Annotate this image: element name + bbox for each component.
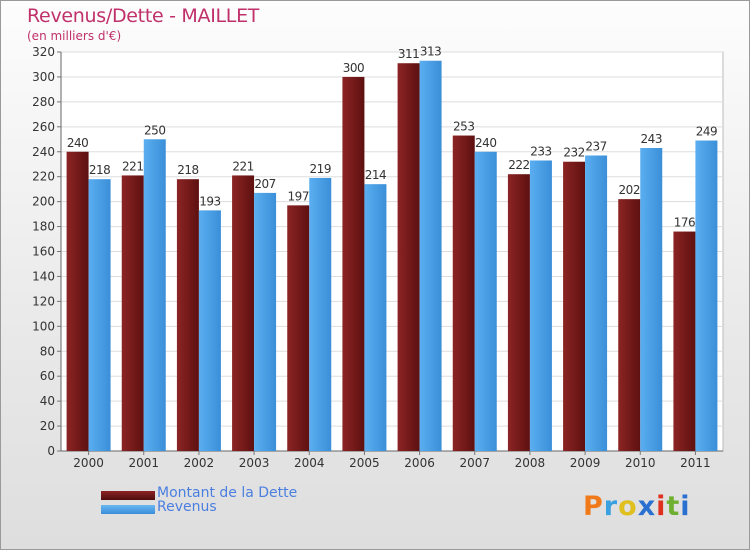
x-tick-label: 2010 xyxy=(625,456,656,470)
x-tick-label: 2011 xyxy=(680,456,711,470)
logo-letter: i xyxy=(656,491,667,522)
y-tick-label: 0 xyxy=(47,444,55,458)
y-tick-label: 320 xyxy=(32,45,55,59)
data-label: 237 xyxy=(585,139,606,153)
x-tick-label: 2002 xyxy=(184,456,215,470)
data-label: 219 xyxy=(310,162,331,176)
y-tick-label: 140 xyxy=(32,269,55,283)
y-tick-label: 240 xyxy=(32,145,55,159)
x-tick-label: 2004 xyxy=(294,456,325,470)
y-tick-label: 60 xyxy=(40,369,55,383)
data-label: 311 xyxy=(398,47,419,61)
legend-swatch-debt xyxy=(101,491,155,500)
x-tick-label: 2000 xyxy=(73,456,104,470)
bar-revenue xyxy=(364,184,387,451)
y-tick-label: 300 xyxy=(32,70,55,84)
x-tick-label: 2001 xyxy=(128,456,159,470)
bar-revenue xyxy=(640,148,663,451)
y-tick-label: 100 xyxy=(32,319,55,333)
y-tick-label: 180 xyxy=(32,220,55,234)
data-label: 202 xyxy=(619,183,640,197)
data-label: 243 xyxy=(641,132,662,146)
y-tick-label: 20 xyxy=(40,419,55,433)
data-label: 313 xyxy=(420,45,441,59)
x-tick-label: 2003 xyxy=(239,456,270,470)
bar-revenue xyxy=(198,210,221,451)
data-label: 250 xyxy=(144,123,165,137)
legend-label-revenue: Revenus xyxy=(157,499,217,515)
bar-debt xyxy=(176,179,199,451)
bar-revenue xyxy=(254,192,277,451)
bar-revenue xyxy=(529,160,552,451)
logo-letter: r xyxy=(603,491,619,522)
logo-letter: P xyxy=(583,491,604,522)
logo-letter: t xyxy=(666,491,681,522)
legend-label-debt: Montant de la Dette xyxy=(157,485,298,501)
y-tick-label: 80 xyxy=(40,344,55,358)
y-tick-label: 40 xyxy=(40,394,55,408)
bar-debt xyxy=(66,151,89,451)
x-tick-label: 2007 xyxy=(459,456,490,470)
logo-letter: x xyxy=(637,491,657,522)
data-label: 221 xyxy=(122,159,143,173)
chart-subtitle: (en milliers d'€) xyxy=(27,29,122,43)
data-label: 240 xyxy=(67,136,88,150)
x-tick-label: 2008 xyxy=(515,456,546,470)
bar-debt xyxy=(287,205,310,451)
bar-revenue xyxy=(585,155,608,451)
data-label: 218 xyxy=(177,163,198,177)
bar-debt xyxy=(452,135,475,451)
bar-revenue xyxy=(695,140,718,451)
data-label: 253 xyxy=(453,120,474,134)
bar-debt xyxy=(342,76,365,451)
data-label: 232 xyxy=(563,146,584,160)
data-label: 233 xyxy=(530,144,551,158)
legend-swatch-revenue xyxy=(101,505,155,514)
bar-revenue xyxy=(309,177,332,451)
bar-debt xyxy=(397,63,420,452)
y-tick-label: 260 xyxy=(32,120,55,134)
data-label: 249 xyxy=(696,125,717,139)
data-label: 207 xyxy=(254,177,275,191)
logo-letter: o xyxy=(618,491,638,522)
bar-debt xyxy=(507,174,530,451)
y-tick-label: 220 xyxy=(32,170,55,184)
x-tick-label: 2009 xyxy=(570,456,601,470)
proxiti-logo: Proxiti xyxy=(583,491,691,522)
bar-debt xyxy=(618,199,641,451)
x-tick-label: 2005 xyxy=(349,456,380,470)
data-label: 214 xyxy=(365,168,386,182)
bar-debt xyxy=(673,231,696,451)
data-label: 197 xyxy=(288,189,309,203)
bar-revenue xyxy=(419,60,442,452)
bar-debt xyxy=(232,175,255,452)
y-tick-label: 200 xyxy=(32,195,55,209)
bar-debt xyxy=(121,175,144,452)
data-label: 240 xyxy=(475,136,496,150)
data-label: 222 xyxy=(508,158,529,172)
chart-title: Revenus/Dette - MAILLET xyxy=(27,5,260,27)
data-label: 176 xyxy=(674,216,695,230)
logo-letter: i xyxy=(680,491,691,522)
data-label: 300 xyxy=(343,61,364,75)
data-label: 218 xyxy=(89,163,110,177)
data-label: 221 xyxy=(232,159,253,173)
y-tick-label: 120 xyxy=(32,294,55,308)
bar-debt xyxy=(563,161,586,451)
bar-revenue xyxy=(88,179,111,451)
y-tick-label: 280 xyxy=(32,95,55,109)
y-tick-label: 160 xyxy=(32,245,55,259)
bar-revenue xyxy=(474,151,497,451)
x-tick-label: 2006 xyxy=(404,456,435,470)
data-label: 193 xyxy=(199,194,220,208)
bar-revenue xyxy=(143,139,166,451)
